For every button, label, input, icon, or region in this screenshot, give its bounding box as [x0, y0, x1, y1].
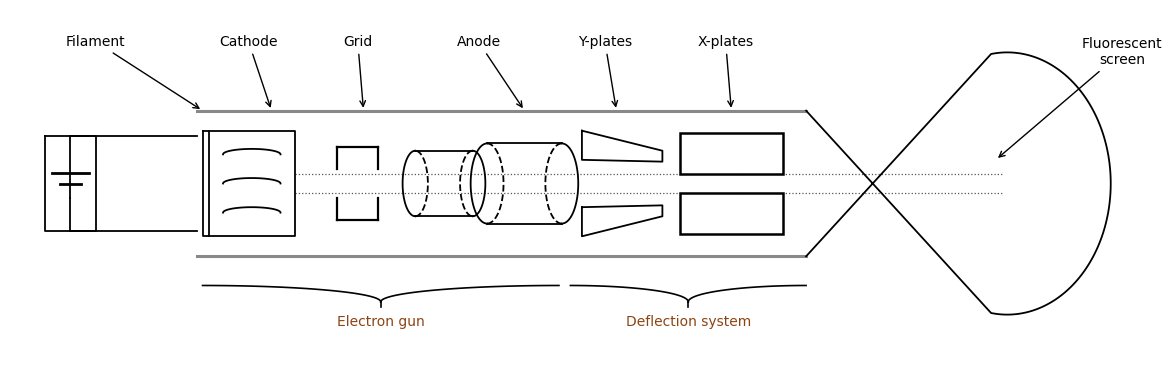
Text: X-plates: X-plates: [697, 35, 753, 106]
Bar: [680, 132, 783, 174]
Text: Deflection system: Deflection system: [626, 315, 751, 329]
Polygon shape: [581, 206, 662, 236]
Text: Grid: Grid: [343, 35, 372, 106]
Text: Filament: Filament: [66, 35, 199, 108]
Text: Y-plates: Y-plates: [578, 35, 632, 106]
Text: Fluorescent
screen: Fluorescent screen: [999, 37, 1163, 157]
Text: Anode: Anode: [456, 35, 522, 107]
Polygon shape: [581, 131, 662, 161]
Text: Cathode: Cathode: [219, 35, 277, 106]
Text: Electron gun: Electron gun: [337, 315, 425, 329]
Bar: [680, 193, 783, 235]
